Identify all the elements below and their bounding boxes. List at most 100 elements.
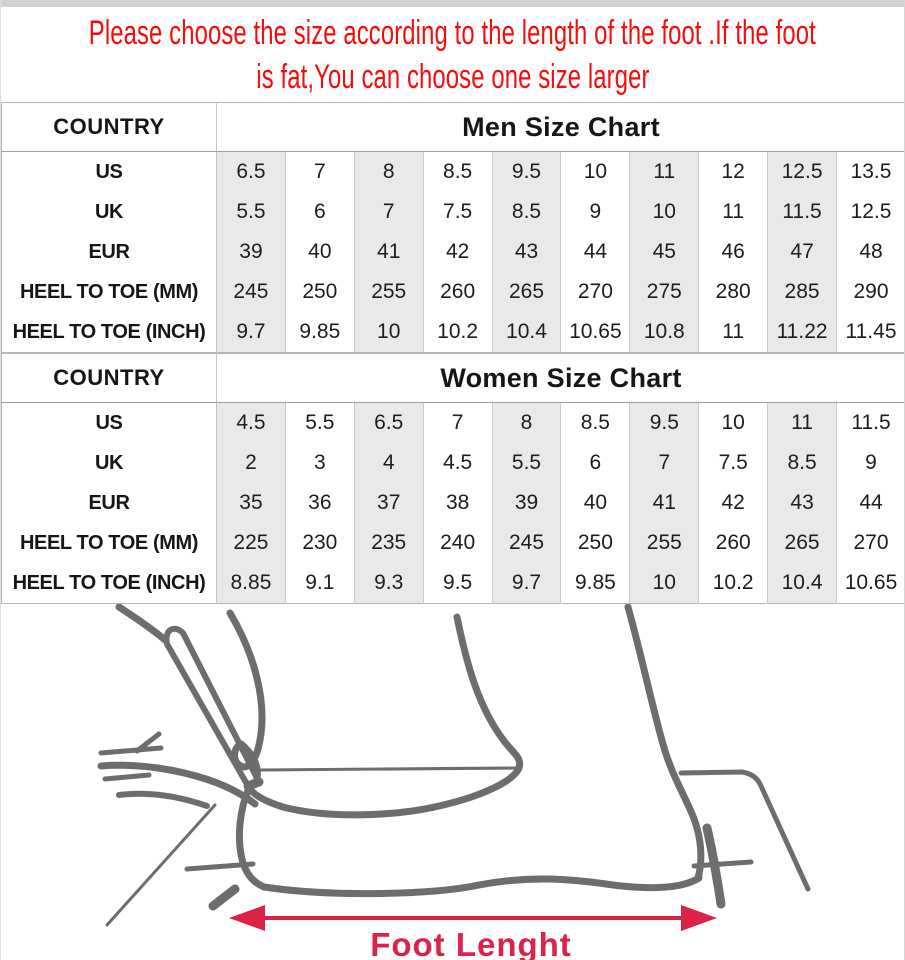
size-cell: 255 — [629, 523, 699, 563]
size-cell: 10 — [560, 151, 630, 192]
men-size-table: COUNTRY Men Size Chart US 6.5 7 8 8.5 9.5 10 11… — [1, 102, 904, 353]
size-cell: 5.5 — [491, 443, 561, 483]
size-cell: 5.5 — [284, 402, 355, 443]
size-cell: 250 — [560, 523, 630, 563]
women-size-chart-title: Women Size Chart — [216, 353, 904, 403]
size-cell: 11 — [767, 402, 837, 443]
size-cell: 6.5 — [216, 151, 286, 192]
hand-finger-1 — [98, 745, 164, 756]
size-cell: 9.1 — [284, 563, 355, 604]
size-cell: 48 — [836, 232, 904, 272]
size-cell: 44 — [560, 232, 630, 272]
size-cell: 35 — [216, 483, 286, 523]
foot-length-label: Foot Lenght — [370, 926, 572, 960]
size-cell: 10 — [353, 312, 424, 353]
size-cell: 10.2 — [698, 563, 768, 604]
size-cell: 11.5 — [767, 192, 837, 232]
hand-finger-4 — [116, 790, 210, 809]
notice-line-1: Please choose the size according to the … — [88, 13, 817, 52]
size-cell: 10.65 — [560, 312, 630, 353]
hand-finger-2 — [134, 731, 162, 754]
size-cell: 285 — [767, 272, 837, 312]
size-cell: 4.5 — [422, 443, 493, 483]
size-cell: 8.5 — [422, 151, 493, 192]
size-cell: 8 — [491, 402, 561, 443]
size-cell: 11.45 — [836, 312, 904, 353]
arrowhead-left-icon — [229, 905, 265, 931]
size-cell: 290 — [836, 272, 904, 312]
size-cell: 7 — [353, 192, 424, 232]
size-row: EUR 39 40 41 42 43 44 45 46 47 48 — [1, 232, 904, 272]
knuckle-curve — [237, 740, 261, 782]
size-row: HEEL TO TOE (MM) 245 250 255 260 265 270 275 280… — [1, 272, 904, 312]
heel-tick — [691, 859, 754, 869]
row-label: UK — [1, 192, 217, 232]
country-header: COUNTRY — [1, 102, 217, 152]
back-leg-heel — [624, 604, 705, 882]
size-cell: 11.22 — [767, 312, 837, 353]
size-cell: 38 — [422, 483, 493, 523]
size-cell: 10.65 — [836, 563, 904, 604]
size-cell: 9 — [560, 192, 630, 232]
size-cell: 9.7 — [491, 563, 561, 604]
size-cell: 260 — [698, 523, 768, 563]
size-cell: 245 — [491, 523, 561, 563]
size-cell: 9.5 — [422, 563, 493, 604]
size-cell: 245 — [216, 272, 286, 312]
size-cell: 225 — [216, 523, 286, 563]
size-row: UK 2 3 4 4.5 5.5 6 7 7.5 8.5 9 — [1, 443, 904, 483]
size-cell: 43 — [491, 232, 561, 272]
foot-sole — [260, 874, 703, 898]
size-cell: 265 — [491, 272, 561, 312]
size-cell: 12.5 — [836, 192, 904, 232]
size-cell: 40 — [284, 232, 355, 272]
size-cell: 36 — [284, 483, 355, 523]
size-cell: 8.5 — [767, 443, 837, 483]
size-cell: 10.8 — [629, 312, 699, 353]
size-notice: Please choose the size according to the … — [1, 7, 904, 102]
size-cell: 6 — [284, 192, 355, 232]
size-cell: 46 — [698, 232, 768, 272]
size-cell: 270 — [560, 272, 630, 312]
size-cell: 40 — [560, 483, 630, 523]
size-row: HEEL TO TOE (INCH) 8.85 9.1 9.3 9.5 9.7 9.85 10… — [1, 563, 904, 604]
paper-edge-line — [105, 803, 217, 927]
size-cell: 9.5 — [491, 151, 561, 192]
size-cell: 41 — [629, 483, 699, 523]
size-cell: 11 — [698, 192, 768, 232]
size-cell: 6.5 — [353, 402, 424, 443]
row-label: EUR — [1, 232, 217, 272]
row-label: EUR — [1, 483, 217, 523]
foot-measurement-diagram: Foot Lenght — [97, 604, 811, 960]
row-label: HEEL TO TOE (INCH) — [1, 312, 217, 353]
hand-edge — [97, 761, 259, 808]
size-cell: 265 — [767, 523, 837, 563]
size-cell: 9.5 — [629, 402, 699, 443]
front-leg-instep — [246, 613, 524, 819]
size-cell: 10.4 — [767, 563, 837, 604]
size-cell: 5.5 — [216, 192, 286, 232]
size-cell: 255 — [353, 272, 424, 312]
row-label: HEEL TO TOE (INCH) — [1, 563, 217, 604]
size-cell: 11.5 — [836, 402, 904, 443]
row-label: US — [1, 402, 217, 443]
thumb-loop — [226, 609, 266, 771]
men-size-chart-title: Men Size Chart — [216, 102, 904, 152]
size-cell: 12 — [698, 151, 768, 192]
size-cell: 39 — [491, 483, 561, 523]
size-cell: 7 — [284, 151, 355, 192]
size-cell: 10 — [698, 402, 768, 443]
size-cell: 2 — [216, 443, 286, 483]
size-cell: 7 — [629, 443, 699, 483]
size-cell: 7.5 — [422, 192, 493, 232]
size-cell: 9.3 — [353, 563, 424, 604]
size-cell: 42 — [698, 483, 768, 523]
size-cell: 250 — [284, 272, 355, 312]
size-cell: 260 — [422, 272, 493, 312]
image-top-edge — [1, 0, 904, 7]
size-row: US 6.5 7 8 8.5 9.5 10 11 12 12.5 13.5 — [1, 151, 904, 192]
size-cell: 10 — [629, 563, 699, 604]
size-cell: 8.85 — [216, 563, 286, 604]
size-cell: 43 — [767, 483, 837, 523]
pencil-icon — [163, 625, 262, 789]
